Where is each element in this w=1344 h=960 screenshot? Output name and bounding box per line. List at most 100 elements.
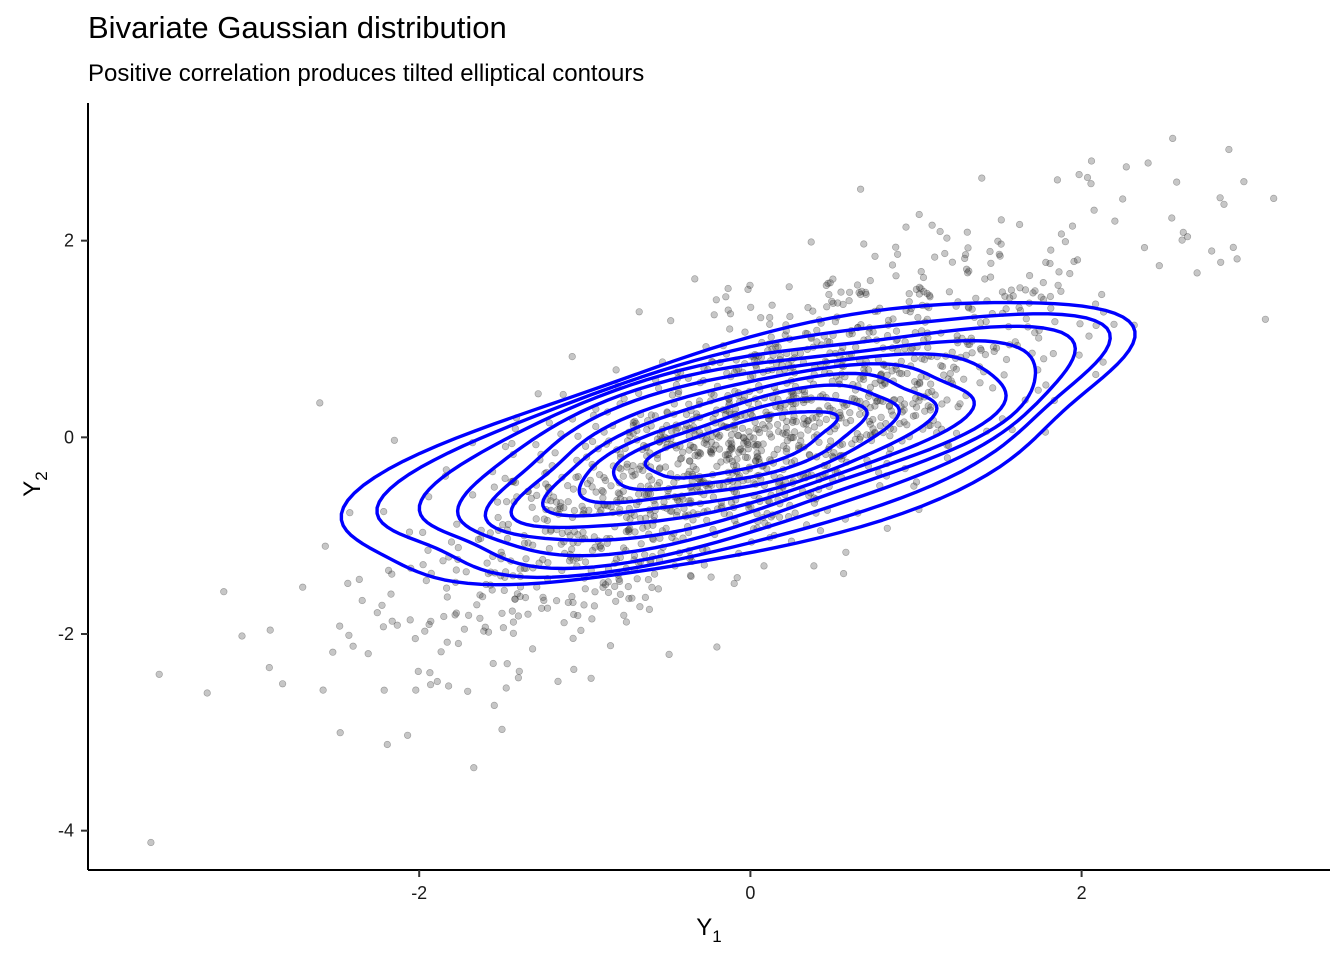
scatter-point (953, 332, 961, 340)
scatter-point (581, 585, 589, 593)
scatter-point (845, 288, 854, 296)
scatter-point (612, 366, 620, 374)
scatter-point (707, 573, 715, 581)
scatter-point (1031, 287, 1039, 295)
scatter-point (919, 273, 928, 282)
scatter-point (744, 285, 752, 294)
scatter-point (437, 648, 445, 656)
contour-line (509, 362, 976, 530)
scatter-point (443, 593, 451, 601)
scatter-point (822, 415, 830, 424)
scatter-point (990, 347, 998, 356)
y-axis-title-main: Y (19, 481, 46, 497)
scatter-point (774, 428, 783, 436)
scatter-point (962, 351, 970, 359)
scatter-point (895, 369, 904, 377)
scatter-point (873, 397, 881, 406)
scatter-point (527, 494, 535, 502)
scatter-point (707, 448, 715, 457)
scatter-point (866, 277, 874, 285)
scatter-point (950, 363, 958, 371)
scatter-point (1083, 173, 1092, 182)
y-axis-title: Y2 (19, 471, 51, 496)
scatter-point (682, 410, 691, 419)
scatter-point (568, 353, 576, 361)
scatter-point (1035, 334, 1043, 342)
scatter-point (757, 447, 766, 455)
scatter-point (574, 432, 582, 440)
scatter-point (1042, 381, 1050, 389)
scatter-point (1073, 256, 1082, 264)
scatter-point (569, 485, 578, 493)
scatter-point (839, 569, 848, 578)
scatter-point (1216, 194, 1224, 202)
scatter-point (826, 437, 835, 445)
scatter-point (916, 380, 924, 388)
scatter-point (733, 574, 741, 582)
scatter-point (735, 448, 743, 456)
scatter-point (754, 452, 762, 460)
scatter-point (736, 446, 744, 454)
scatter-point (1053, 176, 1061, 184)
scatter-point (411, 634, 419, 643)
scatter-point (924, 402, 932, 410)
scatter-point (574, 473, 582, 481)
scatter-point (813, 338, 821, 346)
scatter-point (910, 482, 918, 490)
scatter-point (528, 645, 537, 653)
scatter-point (994, 237, 1002, 245)
scatter-point (490, 701, 498, 710)
scatter-point (465, 611, 473, 619)
y-tick-label: 0 (64, 427, 74, 447)
scatter-point (1042, 258, 1050, 267)
scatter-point (390, 436, 399, 444)
scatter-point (503, 534, 512, 543)
scatter-point (532, 515, 540, 523)
scatter-point (686, 457, 694, 465)
scatter-point (721, 451, 730, 459)
scatter-point (691, 451, 699, 460)
scatter-point (743, 438, 752, 446)
scatter-point (707, 450, 716, 458)
scatter-point (938, 400, 946, 408)
scatter-point (700, 439, 708, 447)
scatter-point (1007, 286, 1016, 294)
scatter-point (643, 426, 651, 434)
scatter-point (266, 626, 274, 634)
scatter-point (779, 442, 788, 450)
scatter-point (464, 687, 472, 695)
scatter-point (696, 449, 704, 457)
scatter-point (453, 520, 461, 528)
scatter-point (1193, 269, 1201, 277)
scatter-point (989, 384, 997, 392)
scatter-point (611, 582, 619, 591)
scatter-point (502, 684, 510, 692)
scatter-point (581, 558, 590, 566)
scatter-point (972, 294, 980, 302)
scatter-point (734, 432, 743, 440)
scatter-point (890, 425, 898, 433)
scatter-point (717, 458, 725, 466)
scatter-point (852, 343, 860, 351)
scatter-point (903, 369, 911, 378)
scatter-point (815, 438, 823, 446)
scatter-point (639, 466, 647, 475)
scatter-point (629, 472, 637, 480)
scatter-point (783, 445, 791, 453)
scatter-point (856, 435, 864, 443)
scatter-point (927, 403, 935, 411)
scatter-point (425, 493, 433, 501)
scatter-point (655, 479, 664, 487)
scatter-point (741, 328, 749, 336)
scatter-point (856, 410, 864, 418)
scatter-point (943, 396, 951, 404)
scatter-point (600, 474, 608, 482)
scatter-point (388, 617, 396, 625)
scatter-point (776, 404, 784, 412)
scatter-point (694, 452, 702, 460)
scatter-point (876, 422, 884, 430)
scatter-point (803, 417, 812, 425)
scatter-point (686, 571, 695, 580)
scatter-point (580, 506, 588, 514)
